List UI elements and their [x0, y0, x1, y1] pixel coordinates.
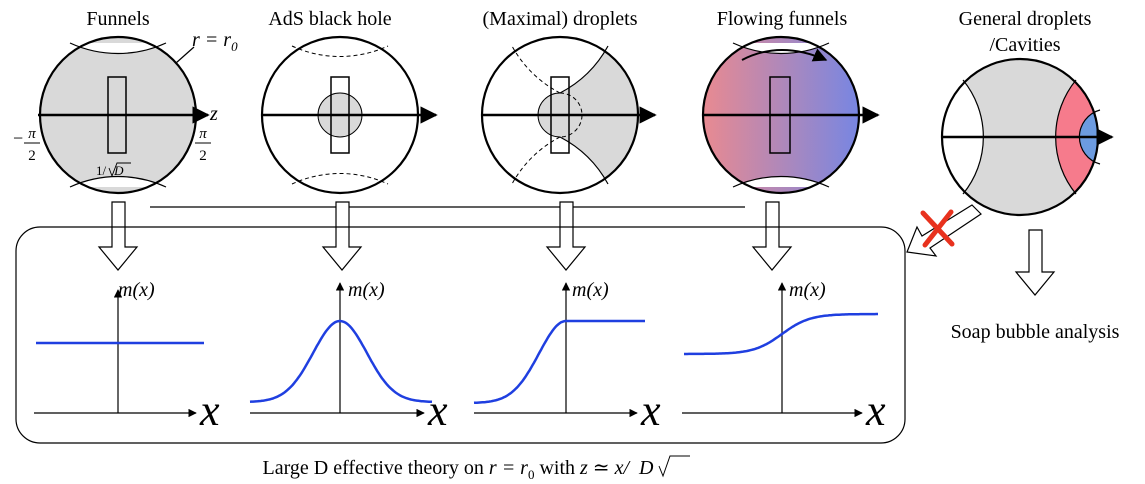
ads-black-hole-title: AdS black hole	[268, 8, 391, 30]
effective-theory-box	[15, 226, 906, 444]
general-droplets-title: General droplets	[959, 8, 1092, 30]
caption: Large D effective theory on r = r0 with …	[263, 457, 655, 482]
z-axis-label: z	[209, 103, 218, 125]
plot4-x-label: x	[865, 386, 886, 435]
neg-pi-denominator: 2	[28, 148, 36, 164]
ads-lower-dashed-arc	[291, 173, 389, 185]
plot1-y-label: m(x)	[118, 279, 155, 301]
plot2-y-label: m(x)	[348, 279, 385, 301]
maximal-droplets-title: (Maximal) droplets	[483, 8, 638, 30]
ads-black-hole-diagram	[260, 35, 438, 195]
r-equals-r0-label: r = r0	[192, 29, 238, 54]
plot-funnels: m(x) x	[34, 279, 220, 435]
flowing-funnels-title: Flowing funnels	[717, 8, 848, 30]
flow-direction-arrow	[741, 48, 828, 62]
maximal-droplets-diagram	[480, 35, 657, 195]
funnels-title: Funnels	[86, 8, 150, 30]
plot3-x-label: x	[640, 386, 661, 435]
flowing-funnels-diagram	[701, 35, 880, 195]
down-arrow-flowing	[751, 201, 793, 271]
plot3-curve	[473, 319, 645, 405]
droplet-upper-dashed-arc	[511, 45, 561, 94]
plot1-x-label: x	[199, 386, 220, 435]
red-cross-stroke-b	[922, 209, 954, 248]
width-label: 1/D	[96, 163, 124, 178]
pos-pi-denominator: 2	[199, 148, 207, 164]
plot4-curve	[684, 312, 878, 356]
droplet-lower-dashed-arc	[511, 136, 561, 185]
down-arrow-droplets	[545, 201, 587, 271]
neg-pi-numerator: π	[28, 126, 36, 142]
plot-flowing: m(x) x	[682, 279, 886, 435]
caption-sqrt-sign	[658, 455, 690, 478]
down-arrow-soap	[1014, 229, 1056, 296]
crossed-diagonal-arrow	[906, 204, 982, 257]
soap-bubble-label: Soap bubble analysis	[951, 321, 1120, 343]
cavities-title: /Cavities	[989, 34, 1060, 56]
general-droplets-diagram	[940, 57, 1114, 217]
neg-pi-sign: −	[13, 128, 23, 148]
plot2-curve	[249, 319, 433, 404]
down-arrow-ads	[321, 201, 363, 271]
plot4-y-label: m(x)	[789, 279, 826, 301]
down-arrow-funnels	[97, 201, 139, 271]
plot-droplets: m(x) x	[473, 279, 661, 435]
funnels-diagram: r = r0 z − π 2 π 2 1/D	[13, 29, 238, 195]
plot2-x-label: x	[427, 386, 448, 435]
ads-upper-dashed-arc	[291, 45, 389, 57]
pos-pi-numerator: π	[199, 126, 207, 142]
plot-ads: m(x) x	[249, 279, 448, 435]
r-r0-pointer	[175, 46, 195, 64]
plot3-y-label: m(x)	[572, 279, 609, 301]
width-sqrt-sign	[108, 162, 131, 178]
